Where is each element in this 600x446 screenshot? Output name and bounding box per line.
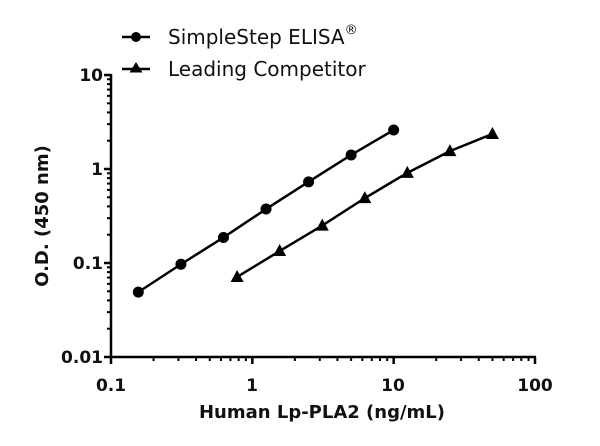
y-tick-label-10: 10 — [79, 66, 103, 86]
series-competitor — [230, 126, 499, 282]
triangle-marker-icon — [400, 165, 414, 178]
triangle-marker-icon — [358, 191, 372, 204]
series-layer — [132, 124, 499, 298]
triangle-marker-icon — [273, 244, 287, 257]
y-tick-label-0.01: 0.01 — [61, 348, 103, 368]
legend-item-competitor: Leading Competitor — [122, 57, 366, 81]
circle-marker-icon — [345, 149, 357, 161]
circle-marker-icon — [260, 203, 272, 215]
x-tick-label-100: 100 — [517, 376, 553, 396]
axes — [104, 73, 537, 364]
triangle-marker-icon — [485, 126, 499, 139]
legend: SimpleStep ELISA® Leading Competitor — [122, 23, 366, 81]
triangle-marker-icon — [315, 218, 329, 231]
circle-marker-icon — [303, 176, 315, 188]
x-tick-label-1: 1 — [246, 376, 258, 396]
triangle-marker-icon — [443, 144, 457, 157]
circle-marker-icon — [132, 286, 144, 298]
legend-label-simplestep: SimpleStep ELISA — [168, 25, 345, 49]
y-axis-title: O.D. (450 nm) — [32, 145, 53, 287]
legend-item-simplestep: SimpleStep ELISA® — [122, 23, 358, 49]
x-tick-label-10: 10 — [381, 376, 405, 396]
circle-marker-icon — [388, 124, 400, 136]
x-axis-title: Human Lp-PLA2 (ng/mL) — [199, 402, 445, 423]
triangle-marker-icon — [129, 62, 143, 73]
circle-marker-icon — [175, 258, 187, 270]
registered-mark: ® — [345, 23, 358, 38]
y-tick-label-0.1: 0.1 — [73, 254, 103, 274]
svg-text:SimpleStep ELISA®: SimpleStep ELISA® — [168, 23, 358, 49]
circle-marker-icon — [217, 231, 229, 243]
series-simplestep — [132, 124, 400, 298]
legend-label-competitor: Leading Competitor — [168, 57, 366, 81]
x-tick-label-0.1: 0.1 — [96, 376, 126, 396]
y-tick-label-1: 1 — [91, 160, 103, 180]
circle-marker-icon — [131, 32, 141, 42]
triangle-marker-icon — [230, 269, 244, 282]
